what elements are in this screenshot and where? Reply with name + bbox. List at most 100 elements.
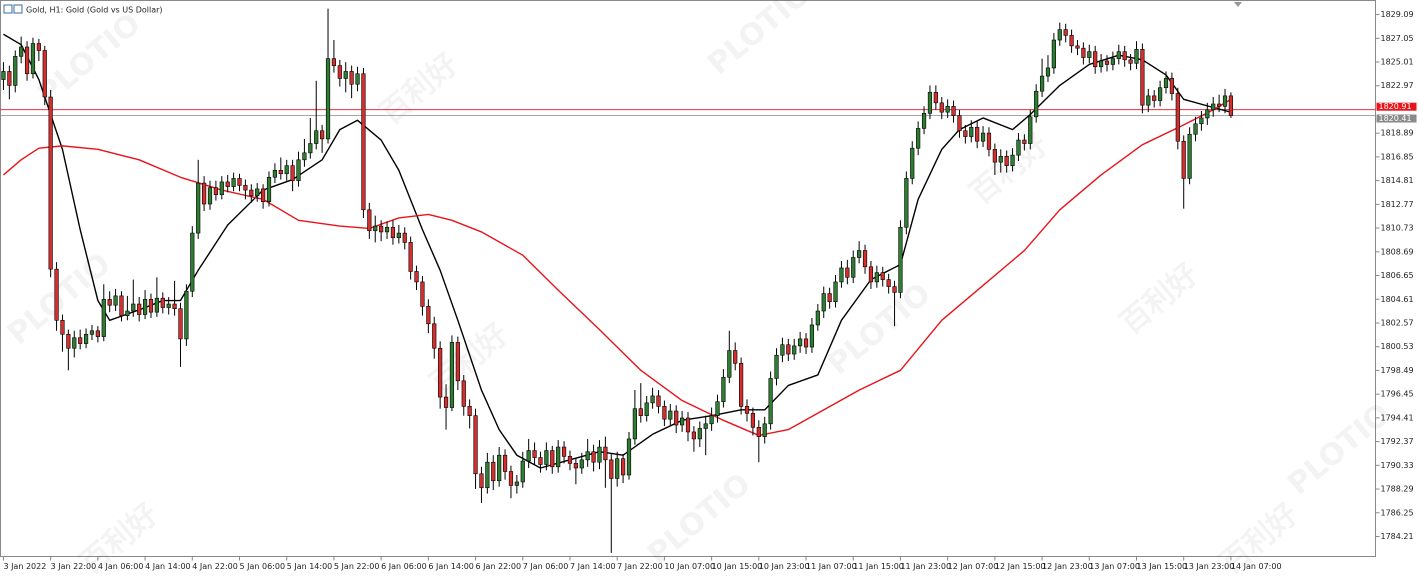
candle-body xyxy=(30,43,36,75)
candle-body xyxy=(1022,139,1027,144)
candle-body xyxy=(113,295,118,306)
watermark: PLOTIO xyxy=(701,0,817,82)
candle-body xyxy=(1004,156,1009,166)
candle-body xyxy=(567,456,573,464)
candle-body xyxy=(980,132,986,142)
candle-body xyxy=(390,226,396,239)
candle-body xyxy=(656,395,661,407)
candle-body xyxy=(845,267,850,278)
candle-body xyxy=(249,189,254,197)
candle-body xyxy=(190,232,195,292)
candle-body xyxy=(48,96,53,270)
candle-body xyxy=(750,413,756,428)
candle-body xyxy=(904,178,909,228)
candle-body xyxy=(261,188,266,202)
candle-body xyxy=(744,406,750,414)
candle-body xyxy=(1116,51,1121,59)
candle-body xyxy=(384,226,390,233)
chart-icon xyxy=(3,4,13,14)
y-tick-label: 1798.49 xyxy=(1381,366,1414,375)
candle-body xyxy=(455,342,460,382)
candle-body xyxy=(502,454,508,472)
candle-body xyxy=(1010,154,1015,166)
x-tick-label: 5 Jan 14:00 xyxy=(287,562,333,571)
candle-body xyxy=(402,232,407,243)
candle-body xyxy=(620,458,626,476)
candle-body xyxy=(266,176,272,202)
candle-body xyxy=(231,178,236,187)
candle-body xyxy=(438,347,443,398)
candle-body xyxy=(1081,47,1086,58)
candle-body xyxy=(7,71,12,86)
watermark: 百利好 xyxy=(374,47,465,132)
candle-body xyxy=(66,333,71,349)
candle-body xyxy=(331,58,337,66)
x-tick-label: 5 Jan 06:00 xyxy=(240,562,286,571)
price-label-box xyxy=(1376,114,1417,123)
candle-body xyxy=(491,461,496,482)
candle-body xyxy=(1034,90,1039,118)
y-tick-label: 1800.53 xyxy=(1381,342,1414,351)
candle-body xyxy=(803,338,809,348)
candle-body xyxy=(83,333,89,344)
candle-body xyxy=(367,209,372,232)
candle-body xyxy=(880,272,885,280)
shift-marker xyxy=(1234,2,1242,7)
candle-body xyxy=(508,471,514,486)
candle-body xyxy=(89,330,95,335)
x-tick-label: 6 Jan 22:00 xyxy=(476,562,522,571)
y-tick-label: 1786.25 xyxy=(1381,508,1414,517)
y-tick-label: 1792.37 xyxy=(1381,437,1414,446)
candle-body xyxy=(910,147,915,179)
y-tick-label: 1794.41 xyxy=(1381,413,1414,422)
candle-body xyxy=(1087,51,1092,58)
candle-body xyxy=(839,267,844,283)
candle-body xyxy=(201,182,207,205)
candle-body xyxy=(715,401,720,416)
candle-body xyxy=(1051,39,1056,69)
y-tick-label: 1804.61 xyxy=(1381,295,1414,304)
y-tick-label: 1796.45 xyxy=(1381,390,1414,399)
candle-body xyxy=(585,451,590,461)
candle-body xyxy=(314,130,319,144)
x-tick-label: 13 Jan 23:00 xyxy=(1184,562,1235,571)
candle-body xyxy=(768,378,773,425)
candle-body xyxy=(379,225,384,233)
candle-body xyxy=(1093,51,1098,68)
candle-body xyxy=(19,46,24,57)
candle-body xyxy=(461,380,466,407)
y-tick-label: 1788.29 xyxy=(1381,485,1414,494)
candle-body xyxy=(1152,95,1157,101)
candle-body xyxy=(308,143,313,154)
candle-body xyxy=(892,286,897,293)
candle-body xyxy=(284,165,289,175)
candle-body xyxy=(703,423,708,429)
candle-body xyxy=(426,306,431,325)
candle-body xyxy=(1134,49,1139,64)
candle-body xyxy=(798,338,803,347)
watermark: 百利好 xyxy=(1114,257,1205,342)
candle-body xyxy=(697,428,702,440)
candle-body xyxy=(780,344,785,356)
candle-body xyxy=(886,279,891,287)
watermark: 百利好 xyxy=(424,317,515,402)
candle-body xyxy=(125,310,130,316)
candle-body xyxy=(538,457,543,465)
y-tick-label: 1802.57 xyxy=(1381,318,1414,327)
moving-average xyxy=(3,33,1232,469)
candle-body xyxy=(986,132,992,150)
candle-body xyxy=(473,415,478,475)
y-tick-label: 1806.65 xyxy=(1381,271,1414,280)
candle-body xyxy=(874,272,879,283)
candle-body xyxy=(998,156,1003,163)
candle-body xyxy=(992,149,997,163)
candle-body xyxy=(609,459,614,479)
candle-body xyxy=(178,308,183,340)
candle-body xyxy=(54,268,59,321)
candle-body xyxy=(868,266,874,283)
candle-body xyxy=(957,115,962,132)
candle-body xyxy=(101,299,106,337)
candle-body xyxy=(1122,51,1127,61)
candle-body xyxy=(1175,93,1180,142)
